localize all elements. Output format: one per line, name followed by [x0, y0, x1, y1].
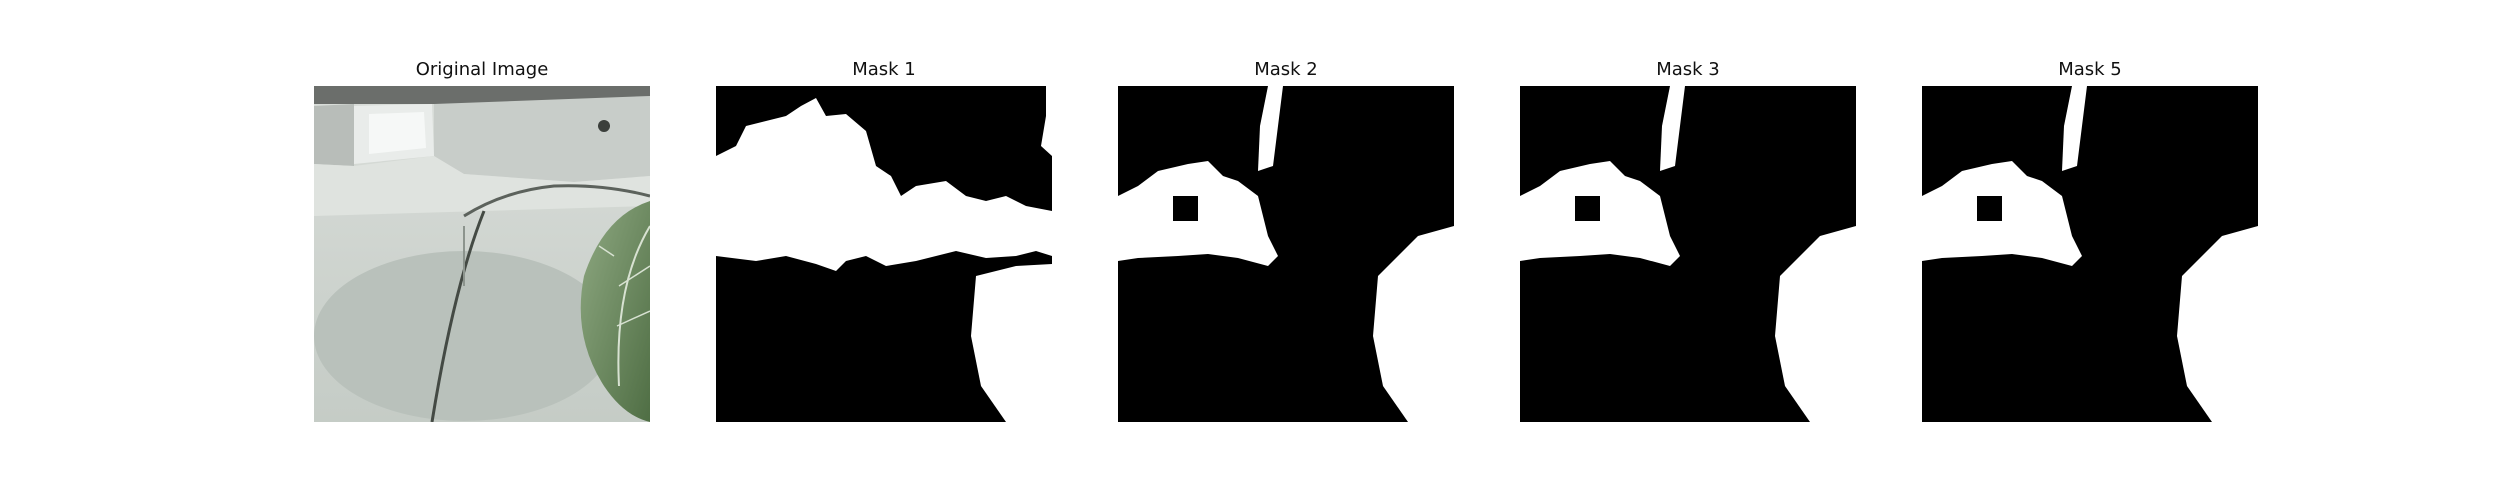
- original-image-drawing: [314, 86, 650, 422]
- panel-original-image: Original Image: [312, 56, 652, 422]
- panel-mask-3: Mask 3: [1518, 56, 1858, 422]
- panel-mask-2: Mask 2: [1116, 56, 1456, 422]
- panel-mask-1: Mask 1: [714, 56, 1054, 422]
- mask-5-image: [1922, 86, 2258, 422]
- mask-1-image: [716, 86, 1052, 422]
- mask-2-drawing: [1118, 86, 1454, 422]
- panel-title: Mask 3: [1656, 59, 1720, 80]
- panel-title: Mask 1: [852, 59, 916, 80]
- mask-3-drawing: [1520, 86, 1856, 422]
- mask-5-drawing: [1922, 86, 2258, 422]
- panel-mask-5: Mask 5: [1920, 56, 2260, 422]
- panel-title: Mask 2: [1254, 59, 1318, 80]
- panel-title: Original Image: [415, 59, 549, 80]
- panel-title: Mask 5: [2058, 59, 2122, 80]
- original-image: [314, 86, 650, 422]
- mask-3-image: [1520, 86, 1856, 422]
- mask-1-drawing: [716, 86, 1052, 422]
- mask-2-image: [1118, 86, 1454, 422]
